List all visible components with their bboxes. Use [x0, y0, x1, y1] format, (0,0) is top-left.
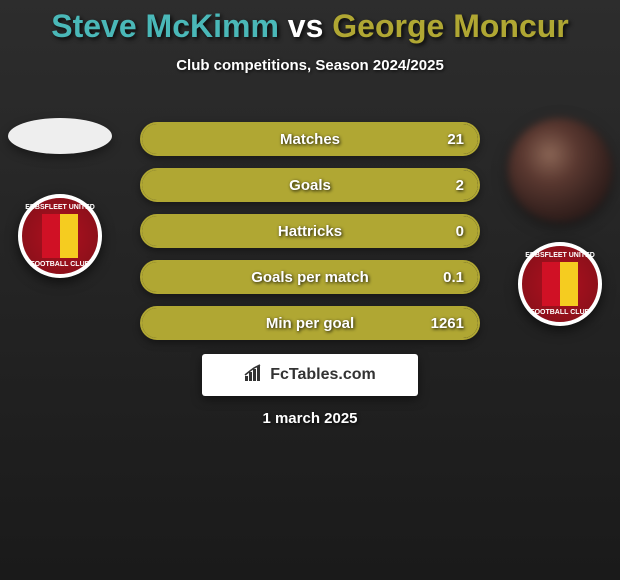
- stat-label: Goals: [142, 177, 478, 194]
- brand-badge: FcTables.com: [202, 354, 418, 396]
- stat-label: Hattricks: [142, 223, 478, 240]
- badge-bottom-text: FOOTBALL CLUB: [522, 309, 598, 316]
- stat-row: Matches21: [140, 122, 480, 156]
- player1-club-badge: EBBSFLEET UNITED FOOTBALL CLUB: [18, 194, 102, 278]
- stat-label: Matches: [142, 131, 478, 148]
- stat-row: Goals per match0.1: [140, 260, 480, 294]
- player2-avatar: [508, 118, 612, 222]
- badge-shield-icon: [542, 262, 578, 306]
- player2-club-badge: EBBSFLEET UNITED FOOTBALL CLUB: [518, 242, 602, 326]
- brand-label: FcTables.com: [270, 366, 376, 384]
- badge-top-text: EBBSFLEET UNITED: [522, 252, 598, 259]
- stat-value-player2: 1261: [431, 315, 464, 332]
- badge-top-text: EBBSFLEET UNITED: [22, 204, 98, 211]
- subtitle: Club competitions, Season 2024/2025: [0, 57, 620, 74]
- stat-row: Min per goal1261: [140, 306, 480, 340]
- player2-column: EBBSFLEET UNITED FOOTBALL CLUB: [508, 118, 612, 326]
- badge-shield-icon: [42, 214, 78, 258]
- stats-container: Matches21 Goals2 Hattricks0 Goals per match…: [140, 122, 480, 352]
- stat-value-player2: 2: [456, 177, 464, 194]
- stat-label: Min per goal: [142, 315, 478, 332]
- stat-value-player2: 21: [447, 131, 464, 148]
- date-label: 1 march 2025: [0, 410, 620, 427]
- stat-value-player2: 0.1: [443, 269, 464, 286]
- chart-icon: [244, 364, 264, 387]
- stat-value-player2: 0: [456, 223, 464, 240]
- player2-name: George Moncur: [332, 8, 568, 44]
- stat-row: Goals2: [140, 168, 480, 202]
- stat-row: Hattricks0: [140, 214, 480, 248]
- player1-column: EBBSFLEET UNITED FOOTBALL CLUB: [8, 118, 112, 278]
- player1-name: Steve McKimm: [51, 8, 279, 44]
- vs-text: vs: [288, 8, 324, 44]
- badge-bottom-text: FOOTBALL CLUB: [22, 261, 98, 268]
- player1-avatar: [8, 118, 112, 154]
- comparison-title: Steve McKimm vs George Moncur: [0, 0, 620, 45]
- stat-label: Goals per match: [142, 269, 478, 286]
